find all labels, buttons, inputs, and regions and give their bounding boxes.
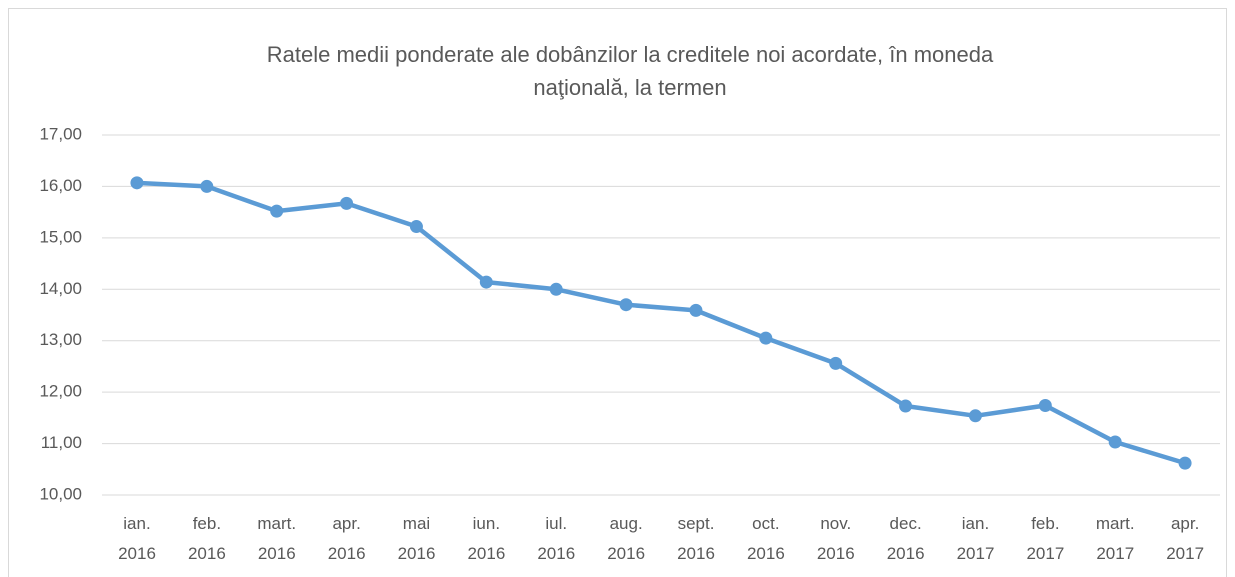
y-tick-label: 11,00 <box>41 433 82 452</box>
marker <box>1178 456 1192 470</box>
y-tick-label: 16,00 <box>39 176 82 195</box>
marker <box>759 331 773 345</box>
x-tick-label: mart. 2017 <box>1095 514 1135 563</box>
x-tick-label: iul. 2016 <box>537 514 576 563</box>
x-tick-label: ian. 2016 <box>118 514 156 563</box>
y-tick-label: 12,00 <box>39 382 82 401</box>
marker <box>130 176 144 190</box>
x-tick-label: apr. 2017 <box>1166 514 1205 563</box>
marker <box>340 196 354 210</box>
x-tick-label: aug. 2016 <box>607 514 646 563</box>
marker <box>479 275 493 289</box>
marker <box>968 409 982 423</box>
x-tick-label: dec. 2016 <box>886 514 925 563</box>
x-tick-label: nov. 2016 <box>816 514 855 563</box>
marker <box>899 399 913 413</box>
chart-border <box>8 8 1227 577</box>
x-tick-label: mart. 2016 <box>257 514 297 563</box>
x-tick-label: feb. 2017 <box>1026 514 1065 563</box>
x-tick-label: feb. 2016 <box>187 514 226 563</box>
marker <box>1108 435 1122 449</box>
chart-title: Ratele medii ponderate ale dobânzilor la… <box>266 42 994 100</box>
marker <box>270 204 284 218</box>
y-tick-label: 13,00 <box>39 330 82 349</box>
marker <box>1038 399 1052 413</box>
marker <box>619 298 633 312</box>
y-tick-label: 10,00 <box>39 484 82 503</box>
y-tick-label: 14,00 <box>39 279 82 298</box>
marker <box>409 220 423 234</box>
x-tick-label: sept. 2016 <box>677 514 715 563</box>
y-tick-label: 17,00 <box>39 124 82 143</box>
line <box>136 180 1186 466</box>
x-tick-label: iun. 2016 <box>467 514 506 563</box>
marker <box>829 356 843 370</box>
x-tick-label: oct. 2016 <box>746 514 785 563</box>
x-tick-label: mai 2016 <box>397 514 436 563</box>
y-tick-label: 15,00 <box>39 227 82 246</box>
marker <box>200 179 214 193</box>
marker <box>549 282 563 296</box>
marker <box>689 303 703 317</box>
x-tick-label: apr. 2016 <box>327 514 366 563</box>
x-tick-label: ian. 2017 <box>956 514 995 563</box>
